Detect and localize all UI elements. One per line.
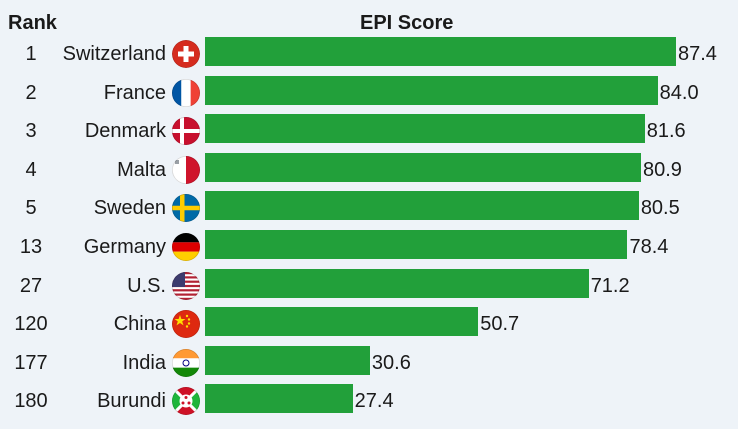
bar <box>205 114 645 144</box>
bar <box>205 345 370 375</box>
rank-label: 120 <box>14 313 48 336</box>
burundi-flag-icon <box>172 387 200 416</box>
bar <box>205 152 641 182</box>
bar-row: 177 India 30.6 <box>0 344 738 383</box>
value-label: 80.5 <box>640 197 680 220</box>
bar <box>205 191 639 221</box>
bar <box>205 230 628 259</box>
value-label: 50.7 <box>480 313 520 336</box>
bar <box>205 37 676 66</box>
value-label: 78.4 <box>629 236 669 258</box>
country-label: Denmark <box>84 120 166 143</box>
value-label: 71.2 <box>590 274 630 297</box>
chart-title: EPI Score <box>360 12 454 34</box>
denmark-flag-icon <box>172 117 200 146</box>
china-flag-icon <box>172 310 200 339</box>
rank-label: 3 <box>25 120 37 143</box>
bar-row: 3 Denmark 81.6 <box>0 112 738 151</box>
bar <box>205 75 658 105</box>
rank-label: 1 <box>25 43 37 65</box>
bar <box>205 307 479 337</box>
country-label: Burundi <box>97 390 166 413</box>
value-label: 84.0 <box>659 81 699 104</box>
france-flag-icon <box>172 78 200 107</box>
country-label: Sweden <box>93 197 166 220</box>
bar-row: 120 China 50.7 <box>0 305 738 344</box>
bar-row: 4 Malta 80.9 <box>0 151 738 190</box>
value-label: 81.6 <box>646 120 686 143</box>
bar-row: 13 Germany 78.4 <box>0 228 738 267</box>
value-label: 30.6 <box>371 351 411 374</box>
switzerland-flag-icon <box>172 40 200 68</box>
rank-label: 2 <box>25 81 37 104</box>
bar-row: 180 Burundi 27.4 <box>0 382 738 421</box>
rank-label: 27 <box>19 274 43 297</box>
country-label: Switzerland <box>62 43 166 65</box>
bar <box>205 384 353 414</box>
bar-row: 1 Switzerland 87.4 <box>0 35 738 74</box>
rank-label: 180 <box>14 390 48 413</box>
country-label: China <box>113 313 166 336</box>
rank-label: 13 <box>19 236 43 258</box>
rank-label: 177 <box>14 351 48 374</box>
india-flag-icon <box>172 348 200 377</box>
bar <box>205 268 589 298</box>
value-label: 87.4 <box>678 43 717 65</box>
rank-label: 5 <box>25 197 37 220</box>
value-label: 80.9 <box>642 158 682 181</box>
country-label: India <box>122 351 166 374</box>
usa-flag-icon <box>172 271 200 300</box>
rank-label: 4 <box>25 158 37 181</box>
bar-row: 27 U.S. 71.2 <box>0 267 738 306</box>
country-label: Germany <box>83 236 166 258</box>
bar-row: 5 Sweden 80.5 <box>0 189 738 228</box>
bar-row: 2 France 84.0 <box>0 74 738 113</box>
country-label: France <box>103 81 166 104</box>
country-label: Malta <box>117 158 166 181</box>
malta-flag-icon <box>172 155 200 184</box>
value-label: 27.4 <box>354 390 394 413</box>
country-label: U.S. <box>127 274 166 297</box>
rank-header: Rank <box>8 12 57 34</box>
sweden-flag-icon <box>172 194 200 223</box>
germany-flag-icon <box>172 233 200 261</box>
